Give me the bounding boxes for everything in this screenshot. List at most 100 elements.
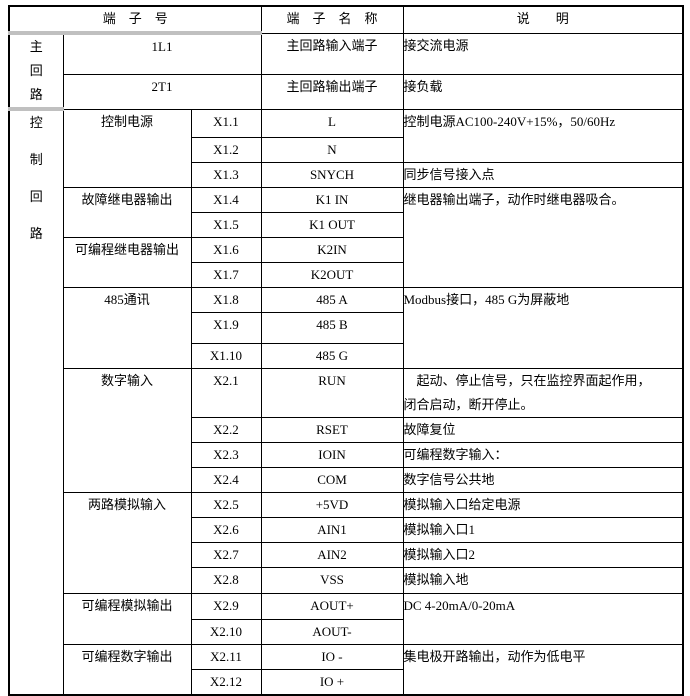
subgroup-cell: 数字输入: [62, 367, 192, 493]
terminal-no-cell: X2.7: [190, 541, 262, 568]
description-cell: 可编程数字输入：: [402, 441, 684, 468]
terminal-no-cell: X2.4: [190, 466, 262, 493]
subgroup-cell: 两路模拟输入: [62, 491, 192, 594]
table-row: X1.10 485 G: [9, 342, 683, 369]
table-row: 故障继电器输出 X1.4 K1 IN 继电器输出端子，动作时继电器吸合。: [9, 186, 684, 288]
terminal-name-cell: RSET: [260, 416, 404, 443]
subgroup-cell: 可编程继电器输出: [62, 236, 192, 288]
terminal-no-cell: 1L1: [62, 32, 262, 75]
terminal-no-cell: X1.6: [190, 236, 262, 263]
terminal-no-cell: X2.3: [190, 441, 262, 468]
table-row: 485通讯 X1.8 485 A Modbus接口，485 G为屏蔽地: [9, 286, 684, 369]
terminal-no-cell: X1.3: [190, 161, 262, 188]
terminal-no-cell: 2T1: [62, 73, 262, 110]
table-row: X1.5 K1 OUT: [9, 211, 683, 238]
description-cell: 起动、停止信号，只在监控界面起作用， 闭合启动，断开停止。: [402, 367, 684, 418]
terminal-name-cell: IO +: [260, 668, 404, 695]
terminal-name-cell: AOUT+: [260, 592, 404, 620]
description-cell: 模拟输入口2: [402, 541, 684, 568]
description-cell: 模拟输入地: [402, 566, 684, 594]
terminal-no-cell: X1.2: [190, 136, 262, 163]
terminal-name-cell: K1 OUT: [260, 211, 404, 238]
header-terminal-no: 端 子 号: [8, 5, 262, 35]
table-header-row: 端 子 号 端 子 名 称 说 明: [8, 5, 684, 35]
terminal-no-cell: X2.9: [190, 592, 262, 620]
table-row: 主 回 路 1L1 主回路输入端子 接交流电源: [8, 32, 684, 111]
header-description: 说 明: [402, 5, 684, 34]
table-row: X1.2 N: [9, 136, 683, 163]
terminal-no-cell: X1.4: [190, 186, 262, 213]
terminal-no-cell: X2.8: [190, 566, 262, 594]
terminal-no-cell: X2.12: [190, 668, 262, 695]
terminal-name-cell: 主回路输出端子: [260, 73, 404, 110]
table-row: 控 制 回 路 控制电源 X1.1 L 控制电源AC100-240V+15%，5…: [8, 108, 684, 695]
description-cell: 控制电源AC100-240V+15%，50/60Hz: [402, 108, 684, 163]
table-row: X2.8 VSS 模拟输入地: [9, 566, 684, 594]
table-row: X2.6 AIN1 模拟输入口1: [9, 516, 684, 543]
description-cell: 集电极开路输出，动作为低电平: [402, 643, 684, 695]
description-cell: 接交流电源: [402, 32, 684, 75]
terminal-name-cell: COM: [260, 466, 404, 493]
terminal-no-cell: X1.9: [190, 311, 262, 344]
table-row: X1.7 K2OUT: [9, 261, 683, 288]
table-row: X2.7 AIN2 模拟输入口2: [9, 541, 684, 568]
table-row: X1.9 485 B: [9, 311, 683, 344]
description-cell: Modbus接口，485 G为屏蔽地: [402, 286, 684, 369]
terminal-name-cell: AOUT-: [260, 618, 404, 645]
description-cell: 同步信号接入点: [402, 161, 684, 188]
terminal-name-cell: 485 B: [260, 311, 404, 344]
terminal-no-cell: X1.1: [190, 108, 262, 138]
table-row: X2.3 IOIN 可编程数字输入：: [9, 441, 684, 468]
subgroup-cell: 可编程模拟输出: [62, 592, 192, 645]
terminal-no-cell: X1.7: [190, 261, 262, 288]
table-row: 两路模拟输入 X2.5 +5VD 模拟输入口给定电源: [9, 491, 684, 594]
terminal-no-cell: X1.10: [190, 342, 262, 369]
subgroup-cell: 故障继电器输出: [62, 186, 192, 238]
description-cell: 模拟输入口1: [402, 516, 684, 543]
subgroup-cell: 可编程数字输出: [62, 643, 192, 695]
terminal-no-cell: X2.11: [190, 643, 262, 670]
terminal-name-cell: 主回路输入端子: [260, 32, 404, 75]
table-row: X2.10 AOUT-: [9, 618, 683, 645]
terminal-name-cell: VSS: [260, 566, 404, 594]
table-row: 数字输入 X2.1 RUN 起动、停止信号，只在监控界面起作用， 闭合启动，断开…: [9, 367, 684, 493]
terminal-name-cell: +5VD: [260, 491, 404, 518]
terminal-no-cell: X2.6: [190, 516, 262, 543]
terminal-name-cell: L: [260, 108, 404, 138]
terminal-no-cell: X1.5: [190, 211, 262, 238]
terminal-no-cell: X2.10: [190, 618, 262, 645]
terminal-name-cell: RUN: [260, 367, 404, 418]
table-row: X2.2 RSET 故障复位: [9, 416, 684, 443]
subgroup-cell: 控制电源: [62, 108, 192, 188]
terminal-name-cell: AIN1: [260, 516, 404, 543]
group-cell-main-circuit: 主 回 路: [8, 32, 64, 111]
table-row: 可编程继电器输出 X1.6 K2IN: [9, 236, 683, 288]
terminal-name-cell: 485 A: [260, 286, 404, 313]
terminal-name-cell: IO -: [260, 643, 404, 670]
group-cell-control-circuit: 控 制 回 路: [8, 108, 64, 695]
description-cell: 故障复位: [402, 416, 684, 443]
table-row: 可编程数字输出 X2.11 IO - 集电极开路输出，动作为低电平: [9, 643, 684, 695]
terminal-name-cell: SNYCH: [260, 161, 404, 188]
terminal-name-cell: N: [260, 136, 404, 163]
group-label: 控 制 回 路: [29, 115, 43, 241]
description-cell: 模拟输入口给定电源: [402, 491, 684, 518]
terminal-name-cell: 485 G: [260, 342, 404, 369]
terminal-name-cell: AIN2: [260, 541, 404, 568]
terminal-table: 端 子 号 端 子 名 称 说 明 主 回 路 1L1 主回路输入端子 接交流电…: [8, 5, 684, 696]
description-cell: 数字信号公共地: [402, 466, 684, 493]
terminal-name-cell: K2OUT: [260, 261, 404, 288]
description-cell: 继电器输出端子，动作时继电器吸合。: [402, 186, 684, 288]
terminal-no-cell: X1.8: [190, 286, 262, 313]
terminal-name-cell: IOIN: [260, 441, 404, 468]
description-cell: 接负载: [402, 73, 684, 110]
table-row: 可编程模拟输出 X2.9 AOUT+ DC 4-20mA/0-20mA: [9, 592, 684, 645]
page: { "page": { "background": "#ffffff", "bo…: [8, 5, 684, 696]
terminal-no-cell: X2.1: [190, 367, 262, 418]
table-row: 2T1 主回路输出端子 接负载: [9, 73, 684, 110]
table-row: X2.4 COM 数字信号公共地: [9, 466, 684, 493]
subgroup-cell: 485通讯: [62, 286, 192, 369]
terminal-name-cell: K2IN: [260, 236, 404, 263]
header-terminal-name: 端 子 名 称: [260, 5, 404, 34]
terminal-no-cell: X2.2: [190, 416, 262, 443]
